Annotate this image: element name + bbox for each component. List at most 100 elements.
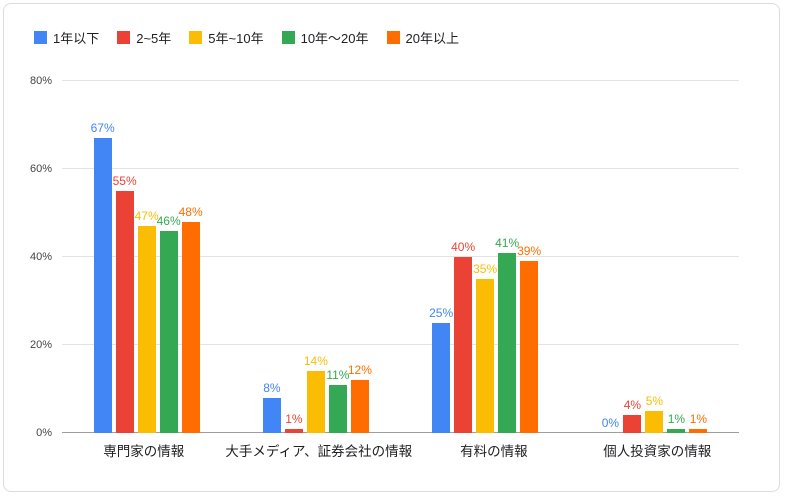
legend-swatch-icon (281, 31, 295, 44)
bar-slot: 1% (667, 81, 686, 433)
baseline (62, 432, 739, 433)
bar-slot: 14% (303, 81, 328, 433)
bar-group: 0% 4% 5% 1% 1% (570, 81, 739, 433)
legend-label: 1年以下 (53, 31, 100, 46)
bar[interactable] (689, 428, 708, 433)
legend-label: 2~5年 (136, 31, 172, 46)
bar-slot: 5% (645, 81, 664, 433)
legend-item: 5年~10年 (189, 28, 264, 47)
bar[interactable] (137, 226, 156, 433)
value-label: 1% (689, 411, 708, 426)
bar-slot: 1% (689, 81, 708, 433)
bar-group: 67% 55% 47% 46% 48% (62, 81, 231, 433)
x-axis-label: 個人投資家の情報 (603, 444, 712, 459)
plot-area: 67% 55% 47% 46% 48% 8% 1% 14% 11% 12% 25% 40% 35% 41%… (62, 80, 739, 433)
bar-slot: 55% (112, 81, 137, 433)
legend-swatch-icon (386, 31, 400, 44)
value-label: 47% (134, 209, 159, 224)
bar-slot: 41% (495, 81, 520, 433)
bar[interactable] (498, 252, 517, 433)
value-label: 14% (303, 354, 328, 369)
value-label: 40% (451, 240, 476, 254)
value-label: 55% (112, 174, 137, 188)
chart-card: 1年以下 2~5年 5年~10年 10年〜20年 20年以上 0% 20% 40% 60% 80… (3, 3, 780, 492)
bar-slot: 35% (473, 81, 498, 433)
legend-label: 20年以上 (405, 31, 459, 46)
bar[interactable] (284, 428, 303, 433)
chart: 0% 20% 40% 60% 80% 67% 55% 47% 46% 48% 8% 1% 14% 11%… (4, 75, 779, 460)
value-label: 1% (667, 411, 686, 426)
legend-item: 10年〜20年 (281, 28, 369, 47)
bar[interactable] (432, 323, 451, 433)
value-label: 48% (178, 204, 203, 219)
gridline (62, 344, 739, 345)
bar[interactable] (667, 428, 686, 433)
bar[interactable] (306, 371, 325, 433)
y-tick-label: 40% (29, 251, 52, 263)
bar[interactable] (181, 221, 200, 433)
bar[interactable] (93, 138, 112, 433)
gridline (62, 80, 739, 81)
value-label: 4% (623, 398, 642, 413)
bar-slot: 0% (601, 81, 619, 433)
bar[interactable] (159, 230, 178, 433)
bar-slot: 25% (429, 81, 454, 433)
legend-label: 10年〜20年 (300, 31, 369, 46)
bar[interactable] (115, 191, 134, 433)
legend-swatch-icon (117, 31, 131, 44)
y-axis: 0% 20% 40% 60% 80% (4, 75, 62, 439)
gridline (62, 256, 739, 257)
value-label: 41% (495, 235, 520, 250)
y-tick-label: 60% (29, 163, 52, 175)
bar[interactable] (328, 384, 347, 433)
value-label: 0% (601, 416, 620, 430)
y-tick-label: 0% (36, 427, 52, 439)
bar[interactable] (350, 380, 369, 433)
value-label: 5% (645, 394, 664, 408)
value-label: 25% (429, 306, 454, 320)
bar[interactable] (476, 279, 495, 433)
x-axis: 専門家の情報 大手メディア、証券会社の情報 有料の情報 個人投資家の情報 (62, 440, 739, 460)
y-tick-label: 20% (29, 339, 52, 351)
legend-item: 2~5年 (117, 28, 171, 47)
bar-slot: 67% (90, 81, 115, 433)
bar-slot: 46% (156, 81, 181, 433)
gridline (62, 168, 739, 169)
bar-groups: 67% 55% 47% 46% 48% 8% 1% 14% 11% 12% 25% 40% 35% 41%… (62, 81, 739, 433)
bar-group: 8% 1% 14% 11% 12% (231, 81, 400, 433)
bar[interactable] (520, 261, 539, 433)
plot-wrap: 67% 55% 47% 46% 48% 8% 1% 14% 11% 12% 25% 40% 35% 41%… (62, 80, 739, 460)
legend-swatch-icon (34, 31, 47, 44)
value-label: 46% (156, 213, 181, 228)
x-axis-label: 専門家の情報 (103, 444, 185, 459)
legend-label: 5年~10年 (208, 31, 264, 46)
legend: 1年以下 2~5年 5年~10年 10年〜20年 20年以上 (34, 28, 779, 47)
bar-slot: 47% (134, 81, 159, 433)
value-label: 12% (347, 363, 372, 378)
value-label: 1% (285, 411, 303, 426)
bar-slot: 1% (284, 81, 303, 433)
bar-slot: 40% (451, 81, 476, 433)
bar-slot: 4% (623, 81, 642, 433)
bar-slot: 48% (178, 81, 203, 433)
bar[interactable] (645, 411, 664, 433)
x-axis-label: 大手メディア、証券会社の情報 (225, 444, 413, 459)
legend-item: 1年以下 (34, 28, 99, 47)
bar[interactable] (262, 397, 281, 433)
bar[interactable] (454, 257, 473, 433)
value-label: 8% (263, 380, 281, 395)
value-label: 35% (473, 262, 498, 276)
bar-slot: 39% (517, 81, 542, 433)
x-axis-label: 有料の情報 (460, 444, 528, 459)
value-label: 39% (517, 244, 542, 259)
value-label: 11% (326, 367, 350, 382)
legend-item: 20年以上 (386, 28, 459, 47)
bar-slot: 11% (326, 81, 350, 433)
bar-group: 25% 40% 35% 41% 39% (401, 81, 570, 433)
bar-slot: 8% (262, 81, 281, 433)
y-tick-label: 80% (29, 75, 52, 87)
legend-swatch-icon (189, 31, 203, 44)
bar[interactable] (623, 415, 642, 433)
value-label: 67% (90, 121, 115, 136)
bar-slot: 12% (347, 81, 372, 433)
